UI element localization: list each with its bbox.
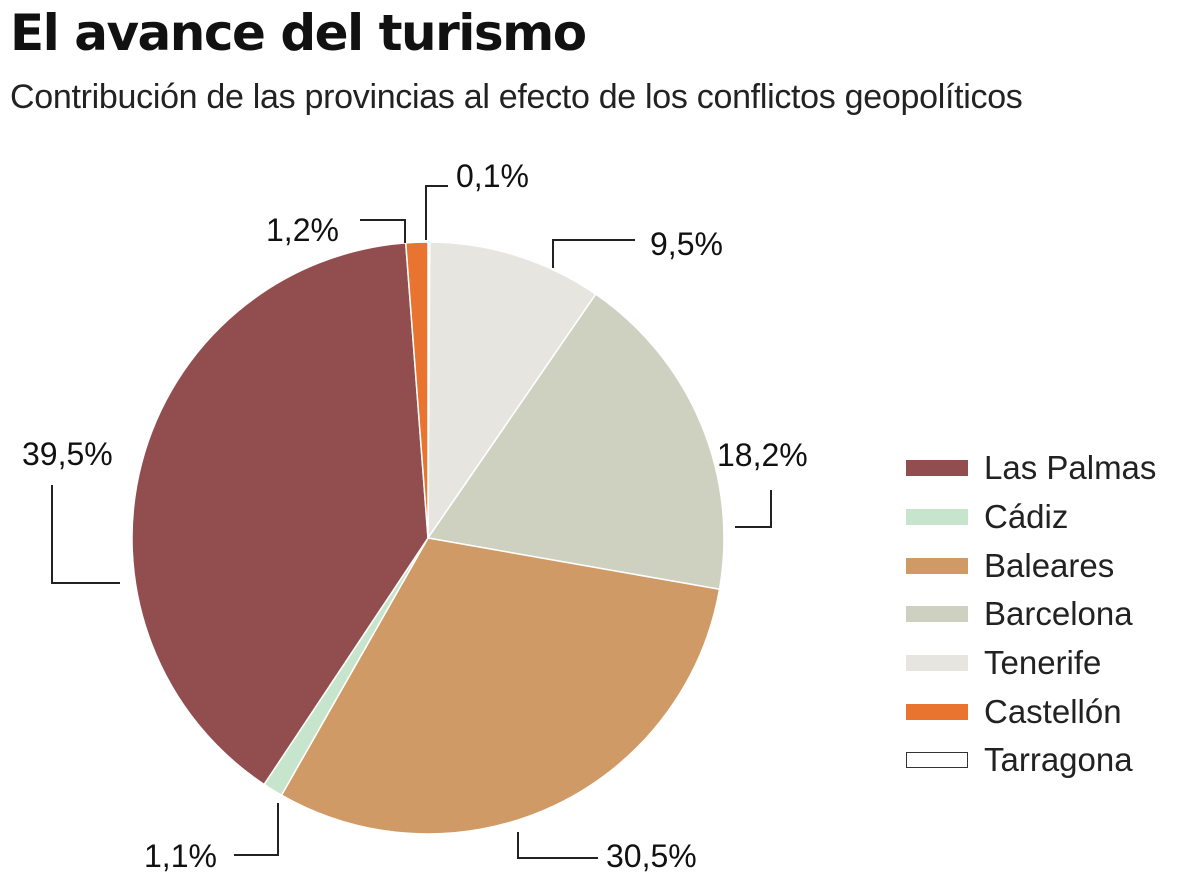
leader-line-las-palmas xyxy=(51,485,120,584)
pie-slice-barcelona xyxy=(426,293,725,591)
legend-label: Castellón xyxy=(984,692,1122,730)
legend-item-tenerife: Tenerife xyxy=(906,639,1156,688)
legend-swatch xyxy=(906,606,968,623)
leader-line-tenerife xyxy=(552,239,635,268)
pie-slice-tenerife xyxy=(427,241,597,541)
leader-line-castellon xyxy=(360,219,406,243)
slice-label-baleares: 30,5% xyxy=(606,838,697,874)
slice-label-las-palmas: 39,5% xyxy=(22,436,113,472)
leader-line-baleares xyxy=(517,832,598,859)
legend: Las Palmas Cádiz Baleares Barcelona Tene… xyxy=(906,444,1156,785)
legend-item-baleares: Baleares xyxy=(906,541,1156,590)
legend-swatch xyxy=(906,509,968,526)
leader-lines xyxy=(51,185,772,859)
legend-swatch xyxy=(906,752,968,769)
legend-label: Tarragona xyxy=(984,741,1133,779)
chart-title: El avance del turismo xyxy=(10,4,587,62)
leader-line-cadiz xyxy=(234,803,279,856)
legend-swatch xyxy=(906,460,968,477)
legend-item-cadiz: Cádiz xyxy=(906,493,1156,542)
legend-swatch xyxy=(906,557,968,574)
legend-label: Tenerife xyxy=(984,644,1102,682)
legend-item-tarragona: Tarragona xyxy=(906,736,1156,785)
legend-swatch xyxy=(906,655,968,672)
leader-line-barcelona xyxy=(735,490,772,528)
legend-item-barcelona: Barcelona xyxy=(906,590,1156,639)
legend-item-las-palmas: Las Palmas xyxy=(906,444,1156,493)
legend-swatch xyxy=(906,703,968,720)
slice-label-castellon: 1,2% xyxy=(266,212,339,248)
legend-item-castellon: Castellón xyxy=(906,687,1156,736)
pie-slices xyxy=(131,241,725,835)
pie-slice-baleares xyxy=(280,537,721,835)
leader-line-tarragona xyxy=(425,185,448,240)
slice-label-cadiz: 1,1% xyxy=(144,838,217,874)
legend-label: Baleares xyxy=(984,546,1115,584)
chart-subtitle: Contribución de las provincias al efecto… xyxy=(10,78,1023,116)
slice-label-tenerife: 9,5% xyxy=(650,226,723,262)
pie-slice-las-palmas xyxy=(131,242,429,786)
legend-label: Las Palmas xyxy=(984,449,1157,487)
slice-label-tarragona: 0,1% xyxy=(456,158,529,194)
slice-labels: 0,1% 9,5% 18,2% 30,5% 1,1% 39,5% 1,2% xyxy=(22,158,808,874)
slice-label-barcelona: 18,2% xyxy=(717,437,808,473)
legend-label: Cádiz xyxy=(984,498,1069,536)
legend-label: Barcelona xyxy=(984,595,1133,633)
